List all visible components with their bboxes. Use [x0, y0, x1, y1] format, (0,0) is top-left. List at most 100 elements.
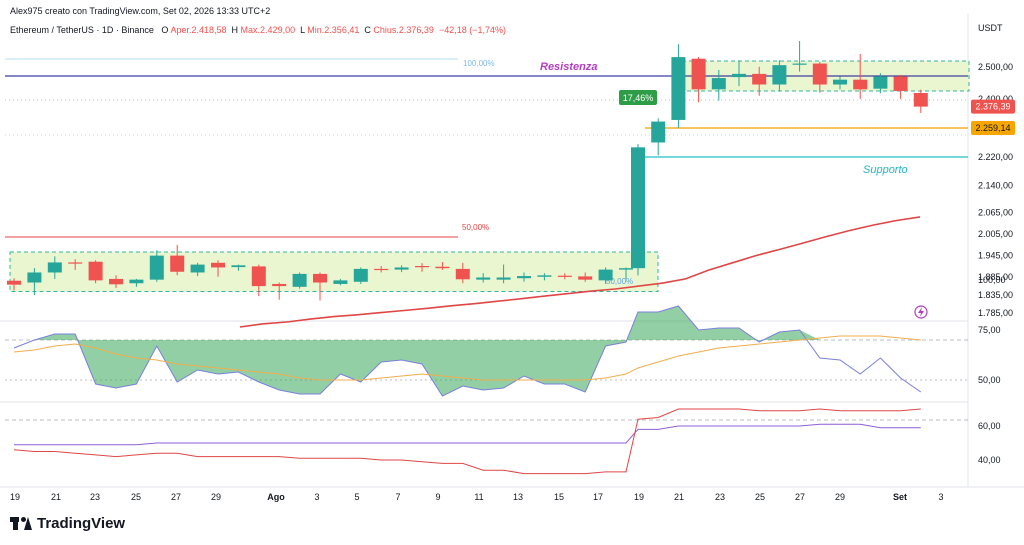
price-tick-label: 2.500,00 [978, 62, 1013, 72]
candle-body [251, 266, 266, 287]
candle-body [517, 276, 531, 279]
candle-body [211, 262, 225, 268]
pct-change-badge [619, 90, 657, 105]
time-tick-label: 19 [10, 492, 20, 502]
candle-body [913, 93, 928, 107]
candle-body [394, 267, 409, 270]
low-label: L [300, 25, 305, 35]
last-price-badge [971, 99, 1015, 114]
candle-body [772, 65, 787, 85]
fib-100-label: 100,00% [463, 59, 495, 68]
time-tick-label: 23 [715, 492, 725, 502]
rsi-ma-line [13, 335, 921, 381]
dmi-minus-line [13, 408, 921, 475]
time-tick-label: 19 [634, 492, 644, 502]
alert-icon [914, 305, 928, 319]
dmi-plus-line [14, 423, 921, 446]
alert-icon-bolt [918, 307, 924, 317]
pct-change-label: 17,46% [623, 93, 654, 103]
price-tick-label: 2.005,00 [978, 229, 1013, 239]
rsi-line [13, 305, 922, 397]
candle-body [619, 268, 633, 270]
time-tick-label: 5 [354, 492, 359, 502]
time-tick-label: 9 [435, 492, 440, 502]
candle-body [598, 269, 613, 281]
tradingview-logo-text: TradingView [37, 515, 126, 532]
rsi-overbought-fill [34, 306, 820, 396]
candle-body [88, 261, 103, 281]
resistance-label: Resistenza [540, 61, 597, 73]
time-tick-label: 29 [835, 492, 845, 502]
fib-50-label: 50,00% [462, 223, 489, 232]
symbol-name[interactable]: Ethereum / TetherUS · 1D · Binance [10, 25, 154, 35]
candle-body [149, 255, 164, 280]
time-tick-label: 21 [674, 492, 684, 502]
price-tick-label: 1.785,00 [978, 308, 1013, 318]
time-tick-label: 29 [211, 492, 221, 502]
candle-body [752, 73, 767, 85]
candle-body [537, 275, 552, 277]
price-tick-label: 1.835,00 [978, 290, 1013, 300]
candle-body [476, 277, 491, 280]
time-tick-label: 11 [474, 492, 483, 502]
time-tick-label: Ago [267, 492, 285, 502]
candle-body [873, 76, 888, 89]
price-tick-label: 2.065,00 [978, 208, 1013, 218]
range-zone-low [9, 251, 659, 292]
candle-body [231, 265, 246, 268]
last-price-label: 2.376,39 [975, 102, 1010, 112]
time-tick-label: 25 [755, 492, 765, 502]
level-price-badge [971, 121, 1015, 135]
close-label: C [364, 25, 371, 35]
candle-body [415, 266, 429, 268]
moving-average-line [239, 216, 921, 328]
time-tick-label: 3 [314, 492, 319, 502]
candle-body [313, 273, 327, 283]
time-tick-label: 7 [395, 492, 400, 502]
price-tick-label: 2.400,00 [978, 94, 1013, 104]
candle-body [292, 273, 307, 287]
low-value: Min.2.356,41 [307, 25, 360, 35]
time-tick-label: 3 [938, 492, 943, 502]
candle-body [272, 283, 287, 287]
fib-50-box-label: 50,00% [606, 277, 633, 286]
candle-body [792, 63, 807, 65]
candle-body [853, 79, 868, 90]
candle-body [711, 78, 726, 90]
change-value: −42,18 (−1,74%) [438, 25, 506, 35]
time-tick-label: 17 [593, 492, 603, 502]
rsi-tick-label: 50,00 [978, 375, 1001, 385]
candle-body [496, 277, 511, 280]
symbol-ohlc-row: Ethereum / TetherUS · 1D · Binance O Ape… [10, 25, 506, 35]
close-value: Chius.2.376,39 [373, 25, 434, 35]
candle-body [170, 255, 185, 272]
support-label: Supporto [863, 164, 908, 176]
price-tick-label: 2.220,00 [978, 152, 1013, 162]
rsi-tick-label: 100,00 [978, 275, 1006, 285]
candle-body [812, 63, 827, 85]
tradingview-logo: TradingView [10, 515, 125, 532]
tradingview-logo-icon [10, 517, 32, 530]
candle-body [651, 121, 666, 143]
time-tick-label: Set [893, 492, 907, 502]
high-label: H [231, 25, 239, 35]
time-tick-label: 27 [795, 492, 805, 502]
candle-body [732, 73, 746, 78]
price-tick-label: 1.885,00 [978, 272, 1013, 282]
candle-body [691, 58, 706, 90]
candle-body [129, 279, 144, 284]
candle-body [7, 280, 21, 285]
candle-body [671, 57, 686, 120]
level-price-label: 2.259,14 [975, 123, 1010, 133]
time-tick-label: 25 [131, 492, 141, 502]
candle-body [578, 276, 593, 280]
candle-body [455, 268, 470, 280]
candle-body [631, 147, 645, 269]
currency-label: USDT [978, 23, 1003, 33]
rsi-tick-label: 75,00 [978, 325, 1001, 335]
price-tick-label: 2.140,00 [978, 181, 1013, 191]
candle-body [435, 266, 450, 269]
dmi-tick-label: 40,00 [978, 455, 1001, 465]
author-credit: Alex975 creato con TradingView.com, Set … [10, 6, 271, 16]
